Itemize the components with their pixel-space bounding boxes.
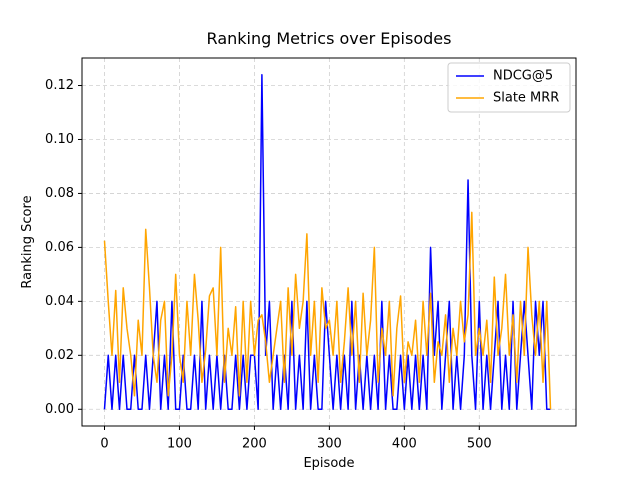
y-tick-label: 0.00 xyxy=(45,402,74,417)
legend-label: NDCG@5 xyxy=(493,69,553,84)
axes: 0 100 200 300 400 500 0.00 0.02 0.04 0.06 0.08 0.10… xyxy=(45,78,492,451)
y-tick-label: 0.08 xyxy=(45,186,74,201)
x-tick-label: 400 xyxy=(392,437,417,452)
y-tick-label: 0.10 xyxy=(45,132,74,147)
x-axis-label: Episode xyxy=(303,456,354,471)
y-tick-label: 0.06 xyxy=(45,240,74,255)
x-tick-label: 200 xyxy=(242,437,267,452)
data-line xyxy=(103,211,552,410)
legend: NDCG@5 Slate MRR xyxy=(447,62,571,113)
legend-label: Slate MRR xyxy=(493,91,559,106)
plot-lines xyxy=(103,73,552,411)
y-axis-label: Ranking Score xyxy=(20,195,35,288)
x-tick-label: 300 xyxy=(317,437,342,452)
x-tick-label: 100 xyxy=(167,437,192,452)
y-tick-label: 0.02 xyxy=(45,348,74,363)
x-tick-label: 0 xyxy=(100,437,108,452)
x-tick-label: 500 xyxy=(467,437,492,452)
data-line xyxy=(103,73,551,411)
y-tick-label: 0.04 xyxy=(45,294,74,309)
y-tick-label: 0.12 xyxy=(45,78,74,93)
chart-title: Ranking Metrics over Episodes xyxy=(207,29,452,48)
